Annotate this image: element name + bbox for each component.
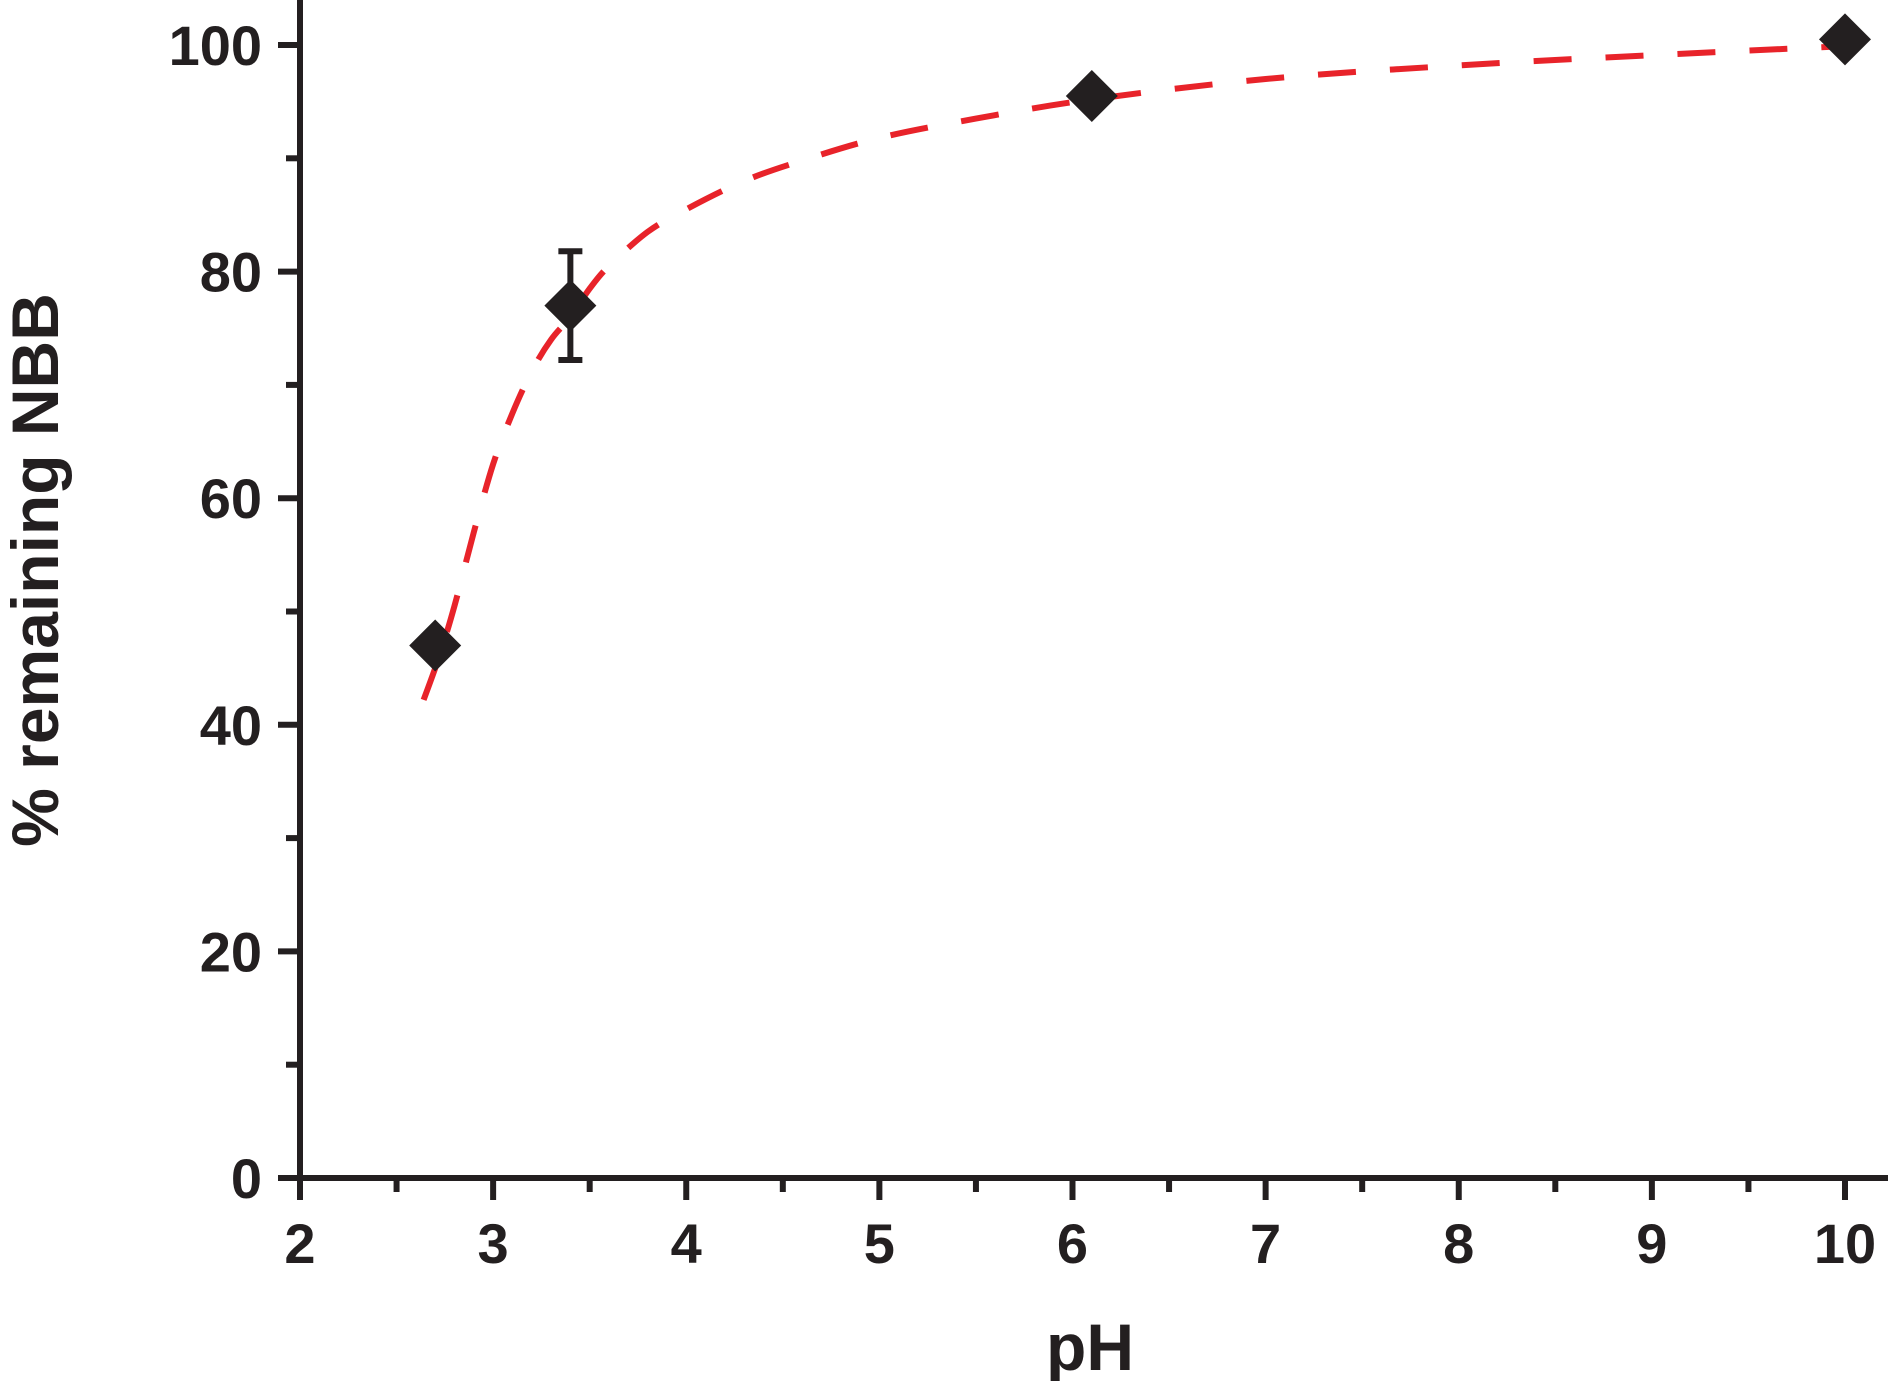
x-tick-label: 10 [1814, 1212, 1876, 1275]
data-point-diamond [1819, 13, 1871, 66]
x-tick-label: 4 [671, 1212, 702, 1275]
x-axis-title: pH [1046, 1310, 1134, 1381]
x-tick-label: 7 [1250, 1212, 1281, 1275]
y-tick-label: 0 [231, 1147, 262, 1210]
x-tick-label: 2 [284, 1212, 315, 1275]
data-point-diamond [409, 619, 462, 672]
data-points [409, 13, 1871, 672]
y-tick-label: 80 [200, 241, 262, 304]
y-tick-label: 100 [169, 14, 262, 77]
y-tick-label: 40 [200, 694, 262, 757]
x-tick-label: 9 [1636, 1212, 1667, 1275]
x-tick-label: 6 [1057, 1212, 1088, 1275]
y-axis-title: % remaining NBB [0, 293, 72, 847]
y-tick-label: 20 [200, 920, 262, 983]
x-tick-label: 5 [864, 1212, 895, 1275]
data-point-diamond [1065, 69, 1118, 122]
fit-curve-group [420, 43, 1846, 701]
data-point-diamond [544, 279, 597, 332]
y-tick-label: 60 [200, 467, 262, 530]
axis-ticks [278, 42, 1848, 1200]
x-tick-label: 3 [478, 1212, 509, 1275]
fit-curve [420, 43, 1846, 701]
axes [297, 0, 1888, 1181]
x-tick-label: 8 [1443, 1212, 1474, 1275]
